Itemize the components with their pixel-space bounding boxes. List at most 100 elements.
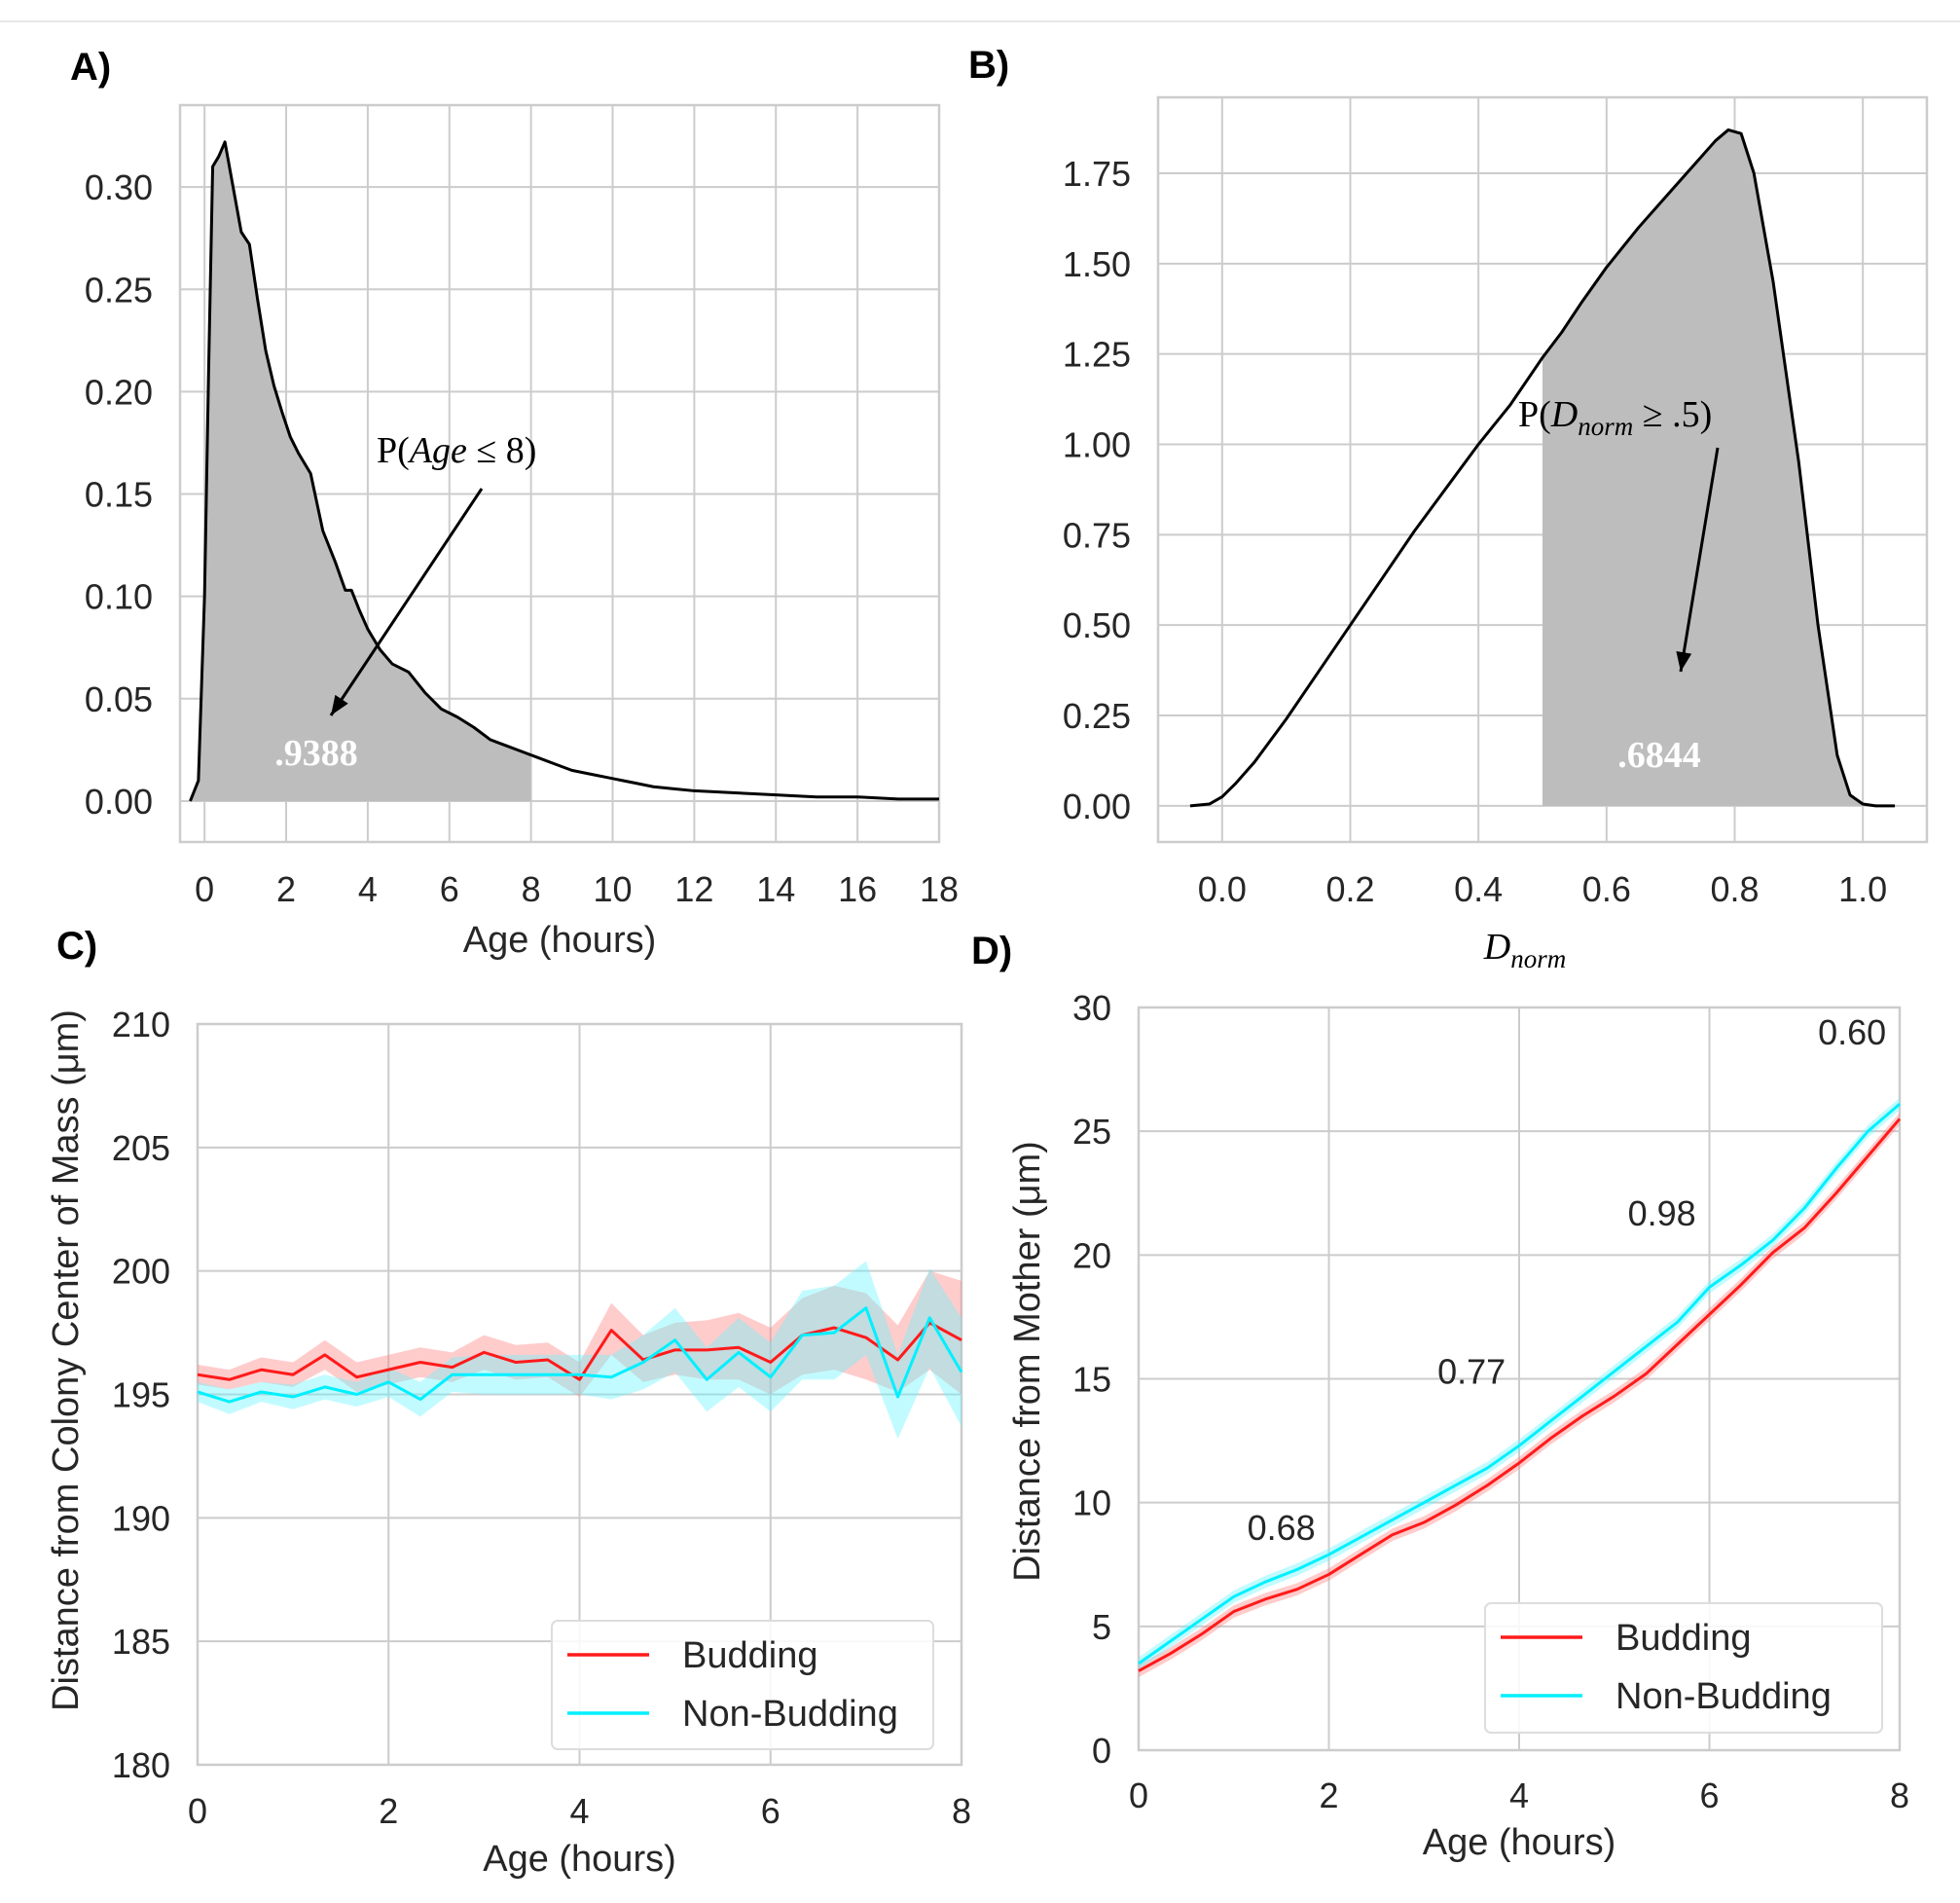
annotation-op: ≤ 8)	[467, 430, 537, 471]
x-tick-label: 1.0	[1838, 869, 1887, 909]
y-tick-label: 1.75	[1063, 154, 1131, 194]
confidence-band-budding	[198, 1270, 962, 1398]
y-tick-label: 10	[1072, 1483, 1111, 1523]
series-line-non-budding	[197, 1306, 963, 1404]
legend-box	[1484, 1602, 1883, 1734]
panel-label: B)	[968, 44, 1009, 87]
legend-box	[551, 1620, 934, 1750]
panel-d: 0 2 4 6 8 0 5 10 15 20 25 30 D) 0.68 0.77 0.98 0.60 Buddi…	[971, 930, 1909, 1863]
p-value-annotation: 0.98	[1628, 1193, 1696, 1233]
shaded-value-label: .9388	[274, 733, 358, 774]
x-tick-label: 0.2	[1325, 869, 1374, 909]
x-tick-label: 6	[1699, 1775, 1719, 1815]
legend-label: Non-Budding	[682, 1694, 898, 1735]
series-line-budding	[1138, 1117, 1902, 1672]
shaded-area	[190, 141, 531, 801]
y-tick-label: 180	[112, 1745, 170, 1785]
x-tick-label: 18	[920, 869, 959, 909]
y-tick-label: 0.75	[1063, 515, 1131, 555]
x-tick-label: 10	[593, 869, 632, 909]
x-tick-label: 4	[358, 869, 378, 909]
y-axis-label: Distance from Colony Center of Mass (μm)	[46, 1009, 87, 1711]
confidence-band-non-budding	[1139, 1097, 1900, 1670]
x-tick-label: 6	[761, 1791, 780, 1831]
probability-annotation: P(Age ≤ 8)	[377, 430, 536, 471]
y-tick-label: 15	[1072, 1360, 1111, 1400]
y-tick-label: 185	[112, 1622, 170, 1662]
x-tick-label: 6	[440, 869, 459, 909]
x-tick-label: 0.0	[1198, 869, 1247, 909]
y-tick-label: 195	[112, 1375, 170, 1415]
x-tick-label: 8	[952, 1791, 971, 1831]
x-tick-label: 16	[838, 869, 877, 909]
shaded-area	[1543, 129, 1896, 806]
y-tick-label: 0.50	[1063, 605, 1131, 645]
plot-frame	[178, 103, 941, 844]
legend-label: Budding	[1615, 1618, 1751, 1659]
y-tick-label: 1.25	[1063, 335, 1131, 375]
p-value-annotation: 0.68	[1248, 1508, 1316, 1548]
y-tick-label: 25	[1072, 1112, 1111, 1152]
x-label-sub: norm	[1510, 944, 1566, 973]
annotation-op: ≥ .5)	[1633, 394, 1712, 435]
arrow-head	[1676, 650, 1692, 672]
density-line	[189, 140, 939, 802]
annotation-arrow	[1679, 447, 1720, 673]
x-axis-label: Age (hours)	[463, 920, 657, 961]
y-tick-label: 0.20	[85, 372, 153, 412]
plot-frame	[1156, 95, 1929, 844]
panel-label: C)	[56, 925, 97, 968]
probability-annotation: P(Dnorm ≥ .5)	[1518, 394, 1712, 441]
x-tick-label: 4	[1509, 1775, 1529, 1815]
y-tick-label: 30	[1072, 988, 1111, 1028]
x-tick-label: 8	[1890, 1775, 1909, 1815]
annotation-prefix: P(	[377, 430, 410, 471]
y-tick-label: 200	[112, 1252, 170, 1292]
legend: Budding Non-Budding	[1484, 1602, 1883, 1734]
p-value-annotation: 0.77	[1437, 1352, 1506, 1392]
plot-frame	[1137, 1006, 1902, 1752]
y-tick-label: 0.05	[85, 679, 153, 719]
density-line	[1189, 128, 1896, 808]
x-axis-label: Age (hours)	[483, 1839, 676, 1880]
x-tick-label: 2	[379, 1791, 398, 1831]
panel-label: A)	[70, 46, 111, 89]
x-tick-label: 14	[756, 869, 795, 909]
annotation-arrow	[329, 488, 484, 716]
x-tick-label: 0.6	[1582, 869, 1631, 909]
x-axis-label: Age (hours)	[1423, 1822, 1616, 1863]
y-tick-label: 190	[112, 1498, 170, 1538]
y-tick-label: 0.25	[1063, 696, 1131, 736]
x-tick-label: 0	[188, 1791, 207, 1831]
arrow-head	[331, 694, 348, 715]
annotation-prefix: P(	[1518, 394, 1551, 435]
legend: Budding Non-Budding	[551, 1620, 934, 1750]
panel-label: D)	[971, 930, 1012, 972]
panel-c: 0 2 4 6 8 180 185 190 195 200 205 210 C) Budding Non-B…	[46, 925, 971, 1880]
y-tick-label: 0.00	[1063, 787, 1131, 826]
y-tick-label: 0.15	[85, 475, 153, 515]
y-axis-label: Distance from Mother (μm)	[1007, 1141, 1048, 1582]
x-label-main: D	[1483, 927, 1510, 968]
y-tick-label: 1.50	[1063, 244, 1131, 284]
series-line-budding	[197, 1321, 962, 1381]
x-tick-label: 2	[276, 869, 296, 909]
y-tick-label: 210	[112, 1005, 170, 1044]
annotation-var: D	[1550, 394, 1578, 435]
y-tick-label: 20	[1072, 1235, 1111, 1275]
series-line-non-budding	[1138, 1103, 1901, 1665]
x-tick-label: 4	[569, 1791, 589, 1831]
x-axis-label: Dnorm	[1483, 927, 1566, 973]
y-tick-label: 0.10	[85, 577, 153, 617]
annotation-var: Age	[407, 430, 467, 471]
x-tick-label: 12	[674, 869, 713, 909]
y-tick-label: 1.00	[1063, 425, 1131, 465]
y-tick-label: 205	[112, 1128, 170, 1168]
panel-a: 0 2 4 6 8 10 12 14 16 18 0.00 0.05 0.10 0.15 0.20 0.25 0…	[70, 46, 959, 961]
y-tick-label: 5	[1092, 1607, 1111, 1647]
y-tick-label: 0	[1092, 1731, 1111, 1771]
y-tick-label: 0.30	[85, 167, 153, 207]
confidence-band-budding	[1139, 1113, 1900, 1677]
p-value-annotation: 0.60	[1818, 1012, 1886, 1052]
